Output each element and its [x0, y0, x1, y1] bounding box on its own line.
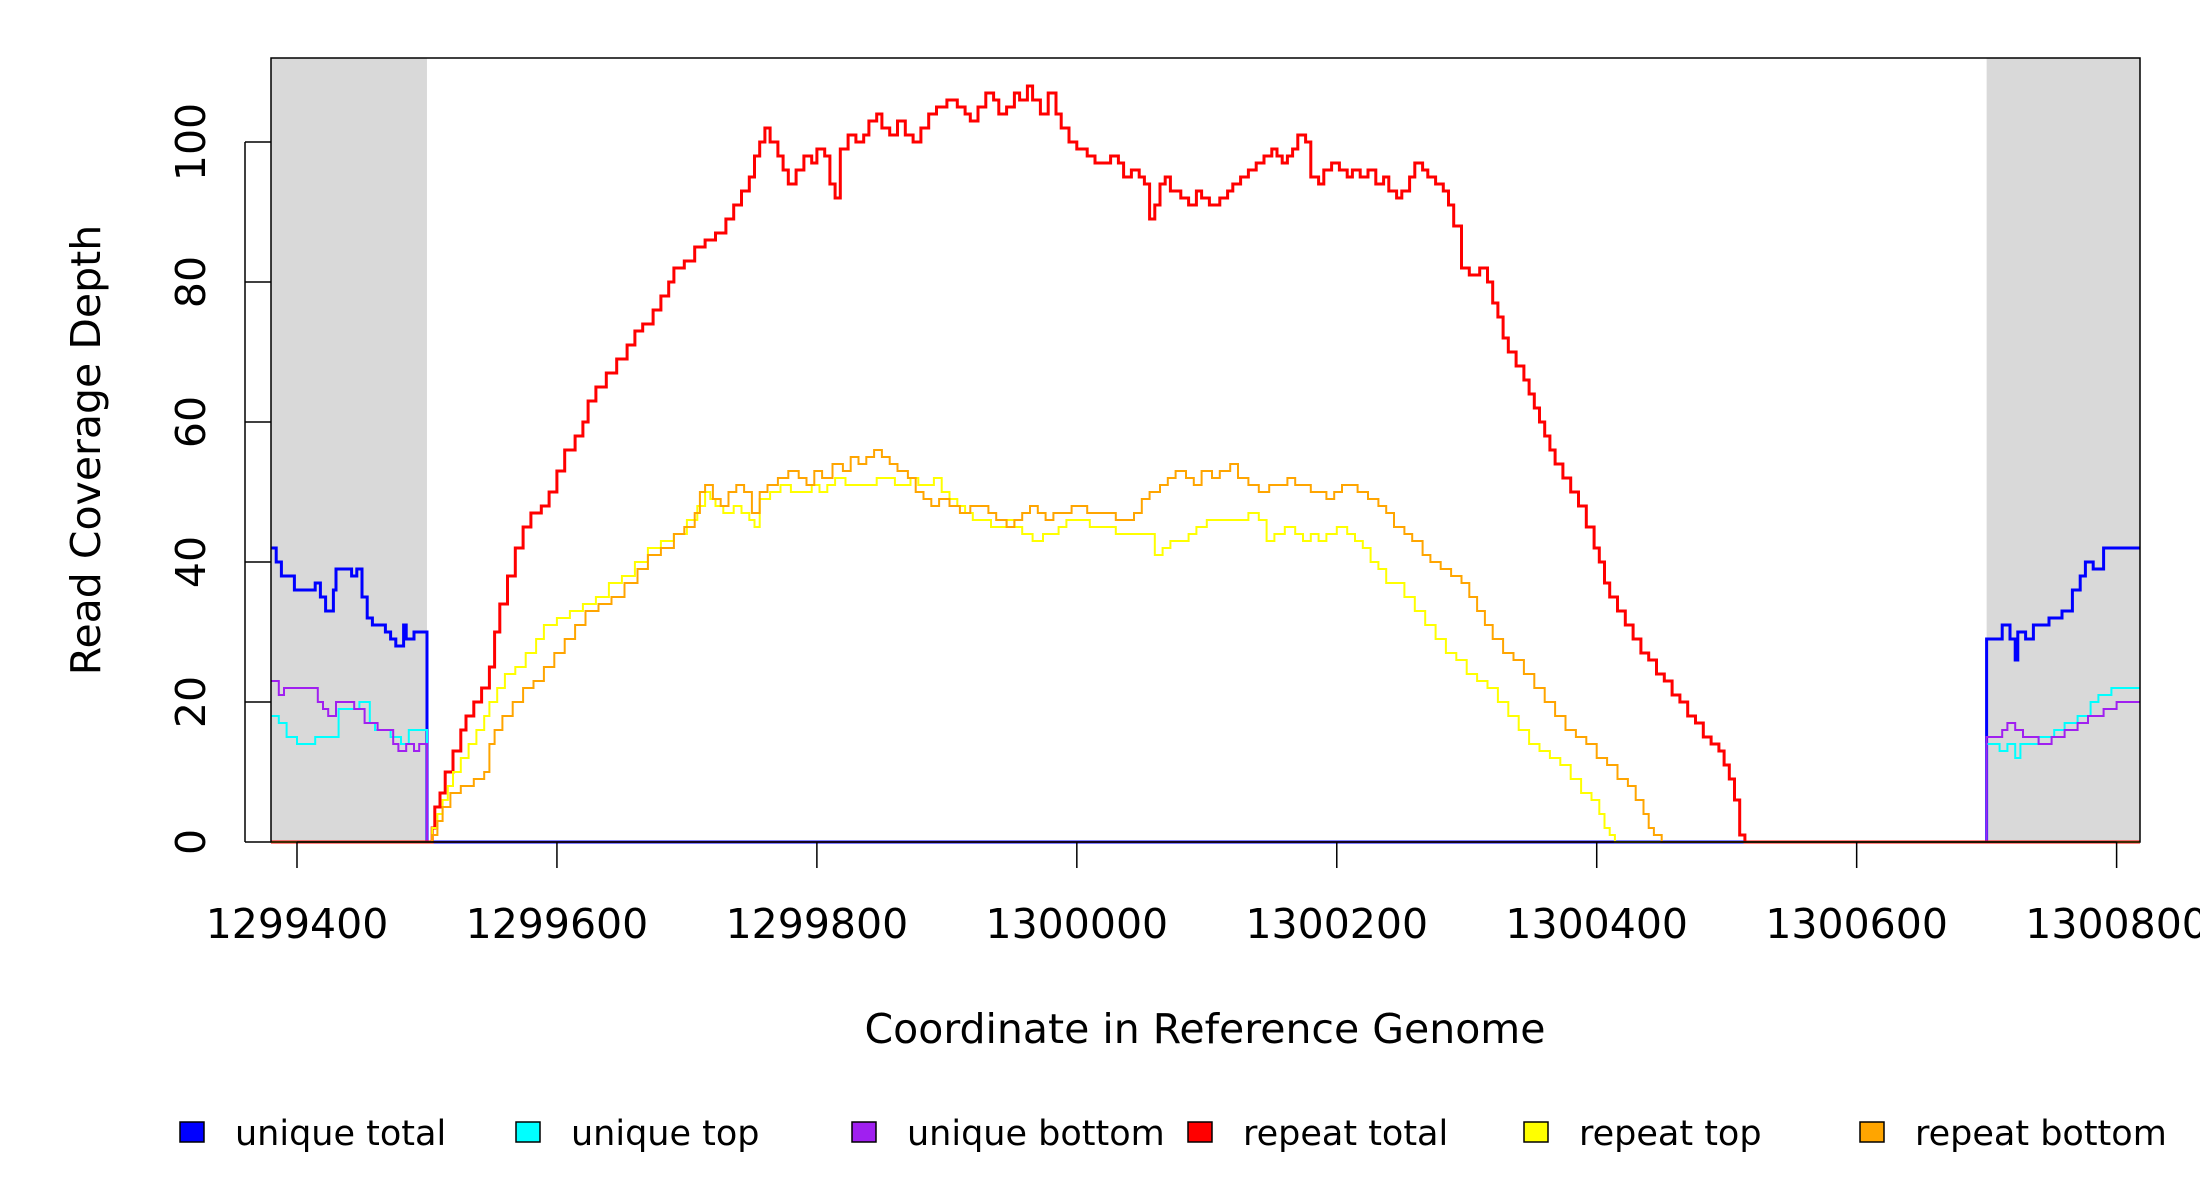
plot-background: [271, 58, 2140, 842]
legend: unique total unique top unique bottom repea…: [179, 1114, 2167, 1154]
legend-item: repeat top: [1523, 1114, 1762, 1154]
x-tick-label: 1300000: [986, 900, 1169, 948]
x-tick-label: 1299800: [726, 900, 909, 948]
y-tick-label: 20: [167, 676, 215, 728]
legend-swatch: [1859, 1121, 1885, 1143]
y-tick-label: 80: [167, 256, 215, 308]
legend-swatch: [179, 1121, 205, 1143]
x-axis: 1299400 1299600 1299800 1300000 1300200 13004…: [206, 841, 2200, 948]
series-unique-bottom: [271, 680, 2140, 843]
shaded-region-1: [271, 58, 427, 842]
legend-label: unique total: [235, 1114, 446, 1154]
legend-swatch: [1187, 1121, 1213, 1143]
shaded-region-2: [1986, 58, 2140, 842]
x-tick-label: 1299600: [466, 900, 649, 948]
y-axis-title: Read Coverage Depth: [62, 225, 110, 675]
x-tick-label: 1300800: [2025, 900, 2200, 948]
series-unique-total: [271, 546, 2140, 844]
legend-item: repeat total: [1187, 1114, 1448, 1154]
legend-label: repeat total: [1243, 1114, 1448, 1154]
series-repeat-bottom: [271, 449, 2140, 843]
shaded-regions: [271, 58, 2140, 842]
x-axis-title: Coordinate in Reference Genome: [865, 1005, 1546, 1053]
legend-swatch: [851, 1121, 877, 1143]
series-repeat-top: [271, 477, 2140, 843]
series-repeat-total: [271, 84, 2140, 844]
legend-label: unique top: [571, 1114, 760, 1154]
legend-item: repeat bottom: [1859, 1114, 2167, 1154]
y-tick-label: 0: [167, 829, 215, 855]
legend-label: repeat bottom: [1915, 1114, 2167, 1154]
y-axis: 0 20 40 60 80 100: [167, 103, 271, 855]
legend-swatch: [1523, 1121, 1549, 1143]
legend-label: repeat top: [1579, 1114, 1762, 1154]
x-tick-label: 1300200: [1245, 900, 1428, 948]
legend-label: unique bottom: [907, 1114, 1165, 1154]
legend-item: unique top: [515, 1114, 760, 1154]
legend-item: unique bottom: [851, 1114, 1165, 1154]
x-tick-label: 1299400: [206, 900, 389, 948]
y-tick-label: 40: [167, 536, 215, 588]
x-tick-label: 1300400: [1505, 900, 1688, 948]
series-lines: [271, 84, 2140, 844]
legend-item: unique total: [179, 1114, 446, 1154]
x-tick-label: 1300600: [1765, 900, 1948, 948]
y-tick-label: 60: [167, 396, 215, 448]
legend-swatch: [515, 1121, 541, 1143]
y-tick-label: 100: [167, 103, 215, 181]
